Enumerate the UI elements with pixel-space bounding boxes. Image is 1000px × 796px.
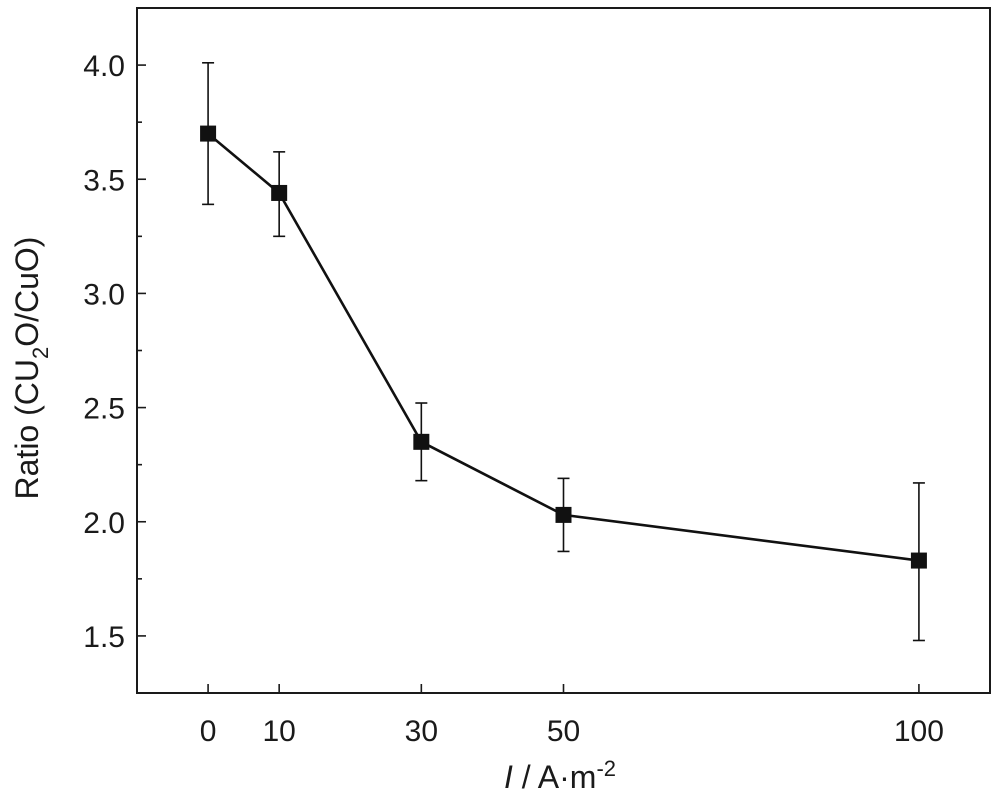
x-tick-label: 100: [894, 715, 944, 748]
y-tick-label: 4.0: [83, 50, 125, 83]
y-tick-label: 3.5: [83, 164, 125, 197]
y-tick-label: 3.0: [83, 278, 125, 311]
data-markers: [200, 125, 927, 569]
y-tick-label: 1.5: [83, 621, 125, 654]
data-point: [910, 552, 927, 569]
tick-labels: 1.5 2.0 2.5 3.0 3.5 4.0 0 10 30 50 100: [83, 50, 944, 748]
data-point: [555, 506, 572, 523]
plot-frame: [136, 7, 991, 694]
x-tick-label: 50: [547, 715, 580, 748]
x-tick-label: 10: [262, 715, 295, 748]
x-tick-label: 30: [405, 715, 438, 748]
y-tick-label: 2.5: [83, 393, 125, 426]
data-point: [200, 125, 217, 142]
x-tick-label: 0: [200, 715, 217, 748]
axis-ticks: [137, 64, 920, 693]
y-tick-label: 2.0: [83, 507, 125, 540]
x-axis-title: I / A·m-2: [504, 756, 616, 795]
error-bars: [202, 61, 925, 642]
y-axis-title: Ratio (CU2O/CuO): [9, 237, 53, 500]
data-point: [413, 433, 430, 450]
data-point: [271, 184, 288, 201]
